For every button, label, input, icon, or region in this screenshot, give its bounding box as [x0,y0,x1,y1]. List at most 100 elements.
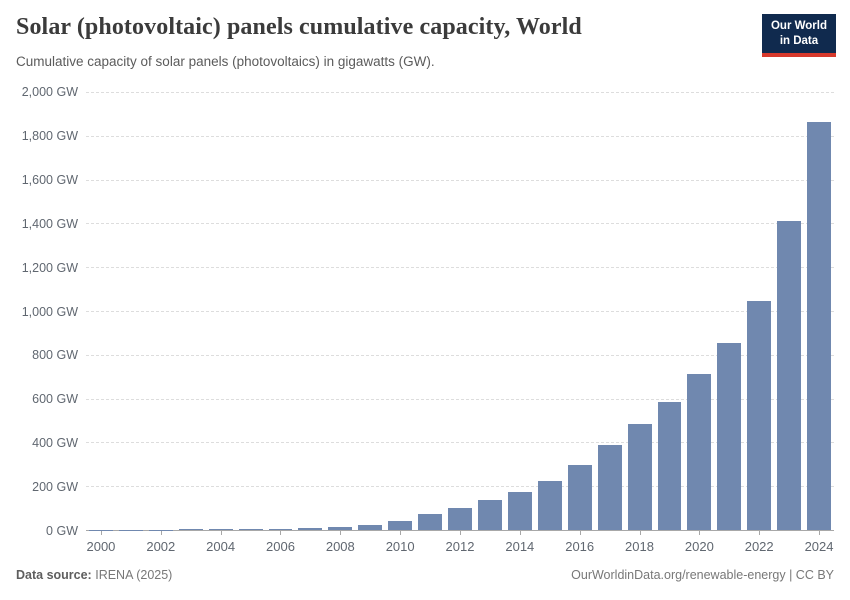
x-axis-label-2022: 2022 [744,539,774,554]
owid-logo[interactable]: Our World in Data [761,14,836,57]
bar-slot-2004 [206,92,236,530]
bar-slot-2023 [774,92,804,530]
x-axis-label-2014: 2014 [505,539,535,554]
x-tick-2014 [519,531,521,535]
bar-slot-2001 [116,92,146,530]
bar-slot-2022 [744,92,774,530]
x-tick-2024 [819,531,821,535]
gridline [86,135,834,137]
bar-2017[interactable] [597,444,622,530]
bar-2016[interactable] [567,465,592,530]
y-axis-label: 2,000 GW [21,85,78,99]
x-axis-label-2016: 2016 [565,539,595,554]
x-tick-2004 [220,531,222,535]
gridline [86,179,834,181]
bar-slot-2018 [625,92,655,530]
bar-2024[interactable] [807,121,832,530]
bar-slot-2000 [86,92,116,530]
data-source-value: IRENA (2025) [95,568,173,582]
bar-2006[interactable] [268,528,293,530]
x-tick-2018 [639,531,641,535]
bar-2003[interactable] [178,529,203,530]
bar-slot-2005 [236,92,266,530]
bar-2011[interactable] [418,513,443,530]
x-axis-label-2000: 2000 [86,539,116,554]
bar-slot-2014 [505,92,535,530]
x-axis-label-2012: 2012 [445,539,475,554]
bar-slot-2013 [475,92,505,530]
y-axis-label: 400 GW [32,436,78,451]
x-tick-2012 [460,531,461,535]
bar-2018[interactable] [627,424,652,530]
gridline [86,354,834,356]
bar-slot-2020 [684,92,714,530]
bar-slot-2021 [714,92,744,530]
x-axis-label-2024: 2024 [804,539,834,554]
attribution-link[interactable]: OurWorldinData.org/renewable-energy | CC… [571,568,834,582]
plot-area [86,92,834,535]
bar-2005[interactable] [238,528,263,530]
bar-2008[interactable] [328,526,353,530]
bar-slot-2010 [385,92,415,530]
x-axis-label-2004: 2004 [206,539,236,554]
bar-2009[interactable] [358,524,383,530]
x-tick-2022 [759,531,761,535]
bar-2007[interactable] [298,528,323,530]
x-tick-2002 [160,531,162,535]
y-axis-label: 1,600 GW [21,172,78,187]
y-axis: 0 GW 200 GW 400 GW 600 GW 800 GW 1,000 GW 1,20… [0,85,78,538]
bar-2014[interactable] [507,491,532,530]
bar-slot-2009 [355,92,385,530]
footer: Data source: IRENA (2025) OurWorldinData… [16,568,834,582]
data-source-label: Data source: [16,568,92,582]
bar-slot-2003 [176,92,206,530]
y-axis-label: 600 GW [32,392,78,407]
gridline [86,398,834,400]
bar-slot-2002 [146,92,176,530]
gridline [86,92,834,93]
bar-slot-2007 [295,92,325,530]
owid-logo-line1: Our World [770,20,827,32]
gridline [86,267,834,269]
y-axis-label: 0 GW [46,524,78,538]
x-axis-label-2010: 2010 [385,539,415,554]
bar-slot-2017 [595,92,625,530]
bar-2004[interactable] [208,529,233,530]
x-tick-2000 [100,531,102,535]
bar-2022[interactable] [747,300,772,530]
x-tick-2006 [280,531,282,535]
bar-slot-2012 [445,92,475,530]
owid-logo-line2: in Data [779,34,819,47]
x-axis-label-2006: 2006 [266,539,295,554]
x-axis-label-2002: 2002 [146,539,176,554]
bar-2021[interactable] [717,342,742,530]
bar-2010[interactable] [388,521,413,530]
x-tick-2016 [579,531,581,535]
bar-slot-2008 [325,92,355,530]
x-axis-label-2020: 2020 [684,539,714,554]
bar-slot-2006 [266,92,296,530]
bar-slot-2011 [415,92,445,530]
bars-container [86,92,834,530]
y-axis-label: 1,200 GW [21,260,78,275]
y-axis-label: 800 GW [32,348,78,363]
y-axis-label: 1,800 GW [21,128,78,143]
bar-slot-2016 [565,92,595,530]
bar-2019[interactable] [657,401,682,530]
bar-slot-2019 [655,92,685,530]
bar-2023[interactable] [777,220,802,530]
x-tick-2008 [340,531,342,535]
bar-2015[interactable] [537,481,562,530]
bar-2013[interactable] [477,499,502,530]
bar-2020[interactable] [687,373,712,530]
gridline [86,442,834,444]
gridline [86,311,834,312]
x-axis: 2000 2002 2004 2006 2008 2010 2012 2014 2016 2018… [86,539,834,555]
y-axis-label: 1,400 GW [21,216,78,231]
x-axis-label-2008: 2008 [325,539,355,554]
bar-2012[interactable] [448,507,472,530]
data-source: Data source: IRENA (2025) [16,568,172,582]
chart-subtitle: Cumulative capacity of solar panels (pho… [16,54,435,69]
y-axis-label: 200 GW [32,480,78,495]
